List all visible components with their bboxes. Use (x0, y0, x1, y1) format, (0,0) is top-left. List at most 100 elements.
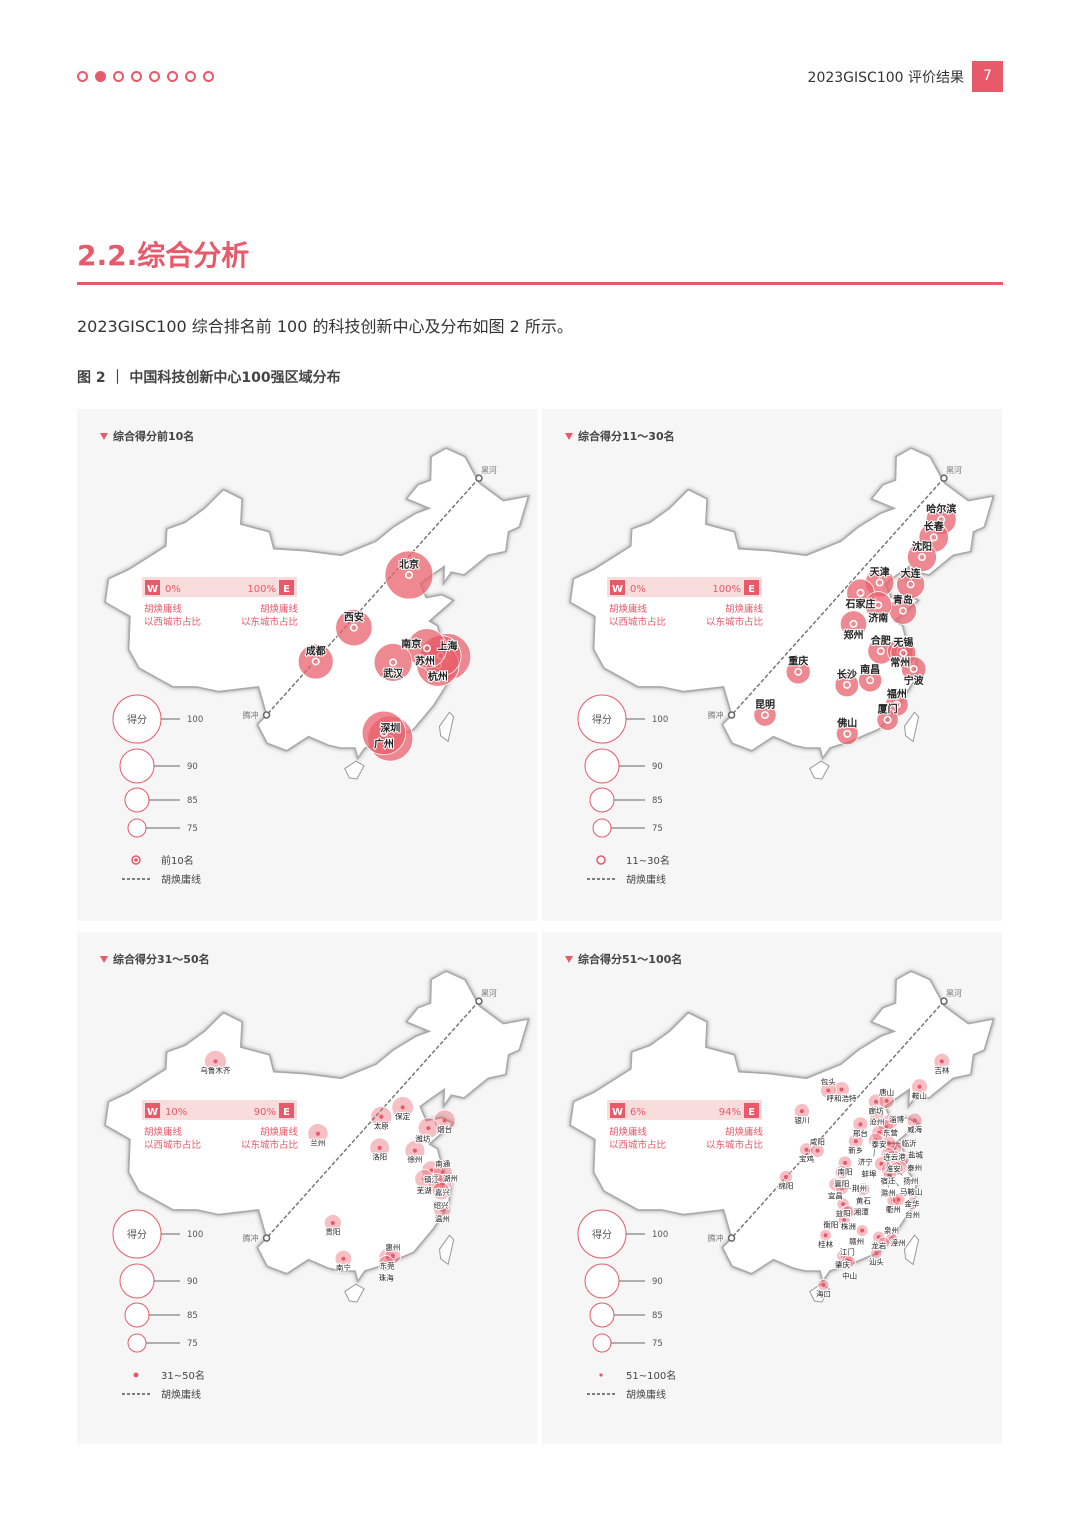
city-label: 淮安 (886, 1163, 902, 1173)
city-label: 珠海 (379, 1273, 394, 1283)
section-title: 2.2.综合分析 (77, 239, 250, 272)
size-legend-circle (592, 818, 612, 838)
city-label: 盐城 (908, 1150, 923, 1160)
city-label: 常州 (890, 656, 910, 669)
heihe-label: 黑河 (481, 988, 497, 998)
city-label: 宿迁 (881, 1176, 896, 1186)
city-marker (842, 680, 851, 689)
city-marker (939, 1059, 944, 1064)
taiwan-outline (438, 711, 455, 743)
west-percent: 6% (630, 1107, 646, 1118)
city-marker (917, 553, 926, 562)
city-label: 汕头 (869, 1257, 884, 1267)
city-label: 新乡 (848, 1145, 863, 1155)
city-marker (400, 1105, 405, 1110)
east-badge (744, 1103, 759, 1118)
city-label: 郑州 (844, 629, 864, 642)
city-bubble (785, 659, 811, 685)
hu-line-legend-label: 胡焕庸线 (161, 1388, 201, 1401)
label-leaders (842, 1140, 903, 1189)
size-legend-circle (584, 748, 620, 784)
hu-line (266, 1000, 480, 1239)
city-marker (823, 1233, 828, 1238)
tengchong-point (727, 711, 736, 719)
city-label: 大连 (901, 567, 922, 580)
west-badge (145, 580, 160, 595)
city-bubble (896, 569, 926, 599)
city-bubble (839, 610, 868, 638)
city-label: 济宁 (858, 1157, 873, 1167)
city-marker (841, 1202, 846, 1207)
city-label: 宁波 (904, 674, 925, 687)
heihe-label: 黑河 (946, 988, 962, 998)
city-marker (412, 1148, 417, 1153)
city-marker (341, 1256, 346, 1261)
city-label: 乌鲁木齐 (200, 1065, 230, 1075)
city-marker (315, 1131, 320, 1136)
city-label: 唐山 (879, 1087, 894, 1097)
size-legend-tick: 90 (652, 1277, 663, 1287)
heihe-point (475, 474, 483, 482)
city-bubble (406, 628, 448, 669)
city-marker (799, 1109, 804, 1114)
city-symbol-icon (596, 855, 606, 865)
city-marker (815, 1148, 820, 1153)
city-symbol-icon (599, 1373, 603, 1377)
city-bubbles (204, 1049, 456, 1272)
city-label: 襄阳 (834, 1178, 849, 1188)
city-label: 深圳 (380, 721, 400, 734)
size-legend-label: 得分 (127, 714, 147, 726)
city-label: 龙岩 (871, 1241, 886, 1251)
size-legend-tick: 85 (187, 796, 198, 806)
heihe-label: 黑河 (946, 465, 962, 475)
city-marker (858, 1122, 863, 1127)
city-marker (876, 647, 885, 656)
city-marker (906, 580, 915, 589)
panel-title: 综合得分11～30名 (578, 429, 675, 443)
progress-dot (185, 71, 196, 82)
city-label: 邢台 (853, 1128, 868, 1138)
city-label: 宜昌 (828, 1191, 843, 1201)
map-panel: 综合得分11～30名 黑河 腾冲 W 0% E 100% 胡焕庸线 以西城市占比 胡焕庸线 以东城市… (542, 409, 1002, 921)
header-title: 2023GISC100 评价结果 (807, 70, 964, 86)
city-marker (909, 664, 918, 673)
city-marker (760, 711, 769, 720)
city-label: 徐州 (407, 1154, 422, 1164)
progress-dot (113, 71, 124, 82)
city-label: 株洲 (841, 1221, 856, 1231)
size-legend-circle (124, 787, 150, 813)
city-marker (898, 1165, 903, 1170)
city-bubble (907, 542, 937, 573)
west-ratio-label: 胡焕庸线 (144, 1126, 183, 1138)
tengchong-point (727, 1234, 736, 1242)
city-marker (898, 606, 907, 615)
city-marker (874, 1251, 879, 1256)
city-marker (840, 1253, 845, 1258)
east-ratio-label: 以东城市占比 (241, 616, 298, 628)
city-label: 济南 (868, 611, 888, 624)
size-legend-tick: 90 (187, 762, 198, 772)
triangle-marker-icon (565, 956, 573, 963)
city-label: 扬州 (903, 1176, 918, 1186)
city-marker (377, 1145, 382, 1150)
tengchong-point (262, 711, 271, 719)
west-ratio-label: 以西城市占比 (144, 616, 201, 628)
east-ratio-label: 以东城市占比 (706, 1139, 763, 1151)
west-ratio-label: 以西城市占比 (609, 616, 666, 628)
west-badge (610, 1103, 625, 1118)
city-bubble (858, 668, 883, 693)
size-legend-tick: 100 (187, 1230, 203, 1240)
city-label: 咸阳 (810, 1137, 825, 1147)
city-marker (853, 1139, 858, 1144)
hu-line (731, 477, 945, 716)
city-label: 台州 (905, 1209, 920, 1219)
city-label: 太原 (374, 1120, 389, 1130)
city-label: 漳州 (891, 1238, 906, 1248)
panel-title: 综合得分51～100名 (578, 952, 682, 966)
city-marker (884, 1098, 889, 1103)
hu-ratio-bar (142, 1100, 297, 1120)
progress-dot (77, 71, 88, 82)
city-label: 绍兴 (434, 1200, 449, 1210)
east-badge-label: E (748, 1107, 755, 1118)
